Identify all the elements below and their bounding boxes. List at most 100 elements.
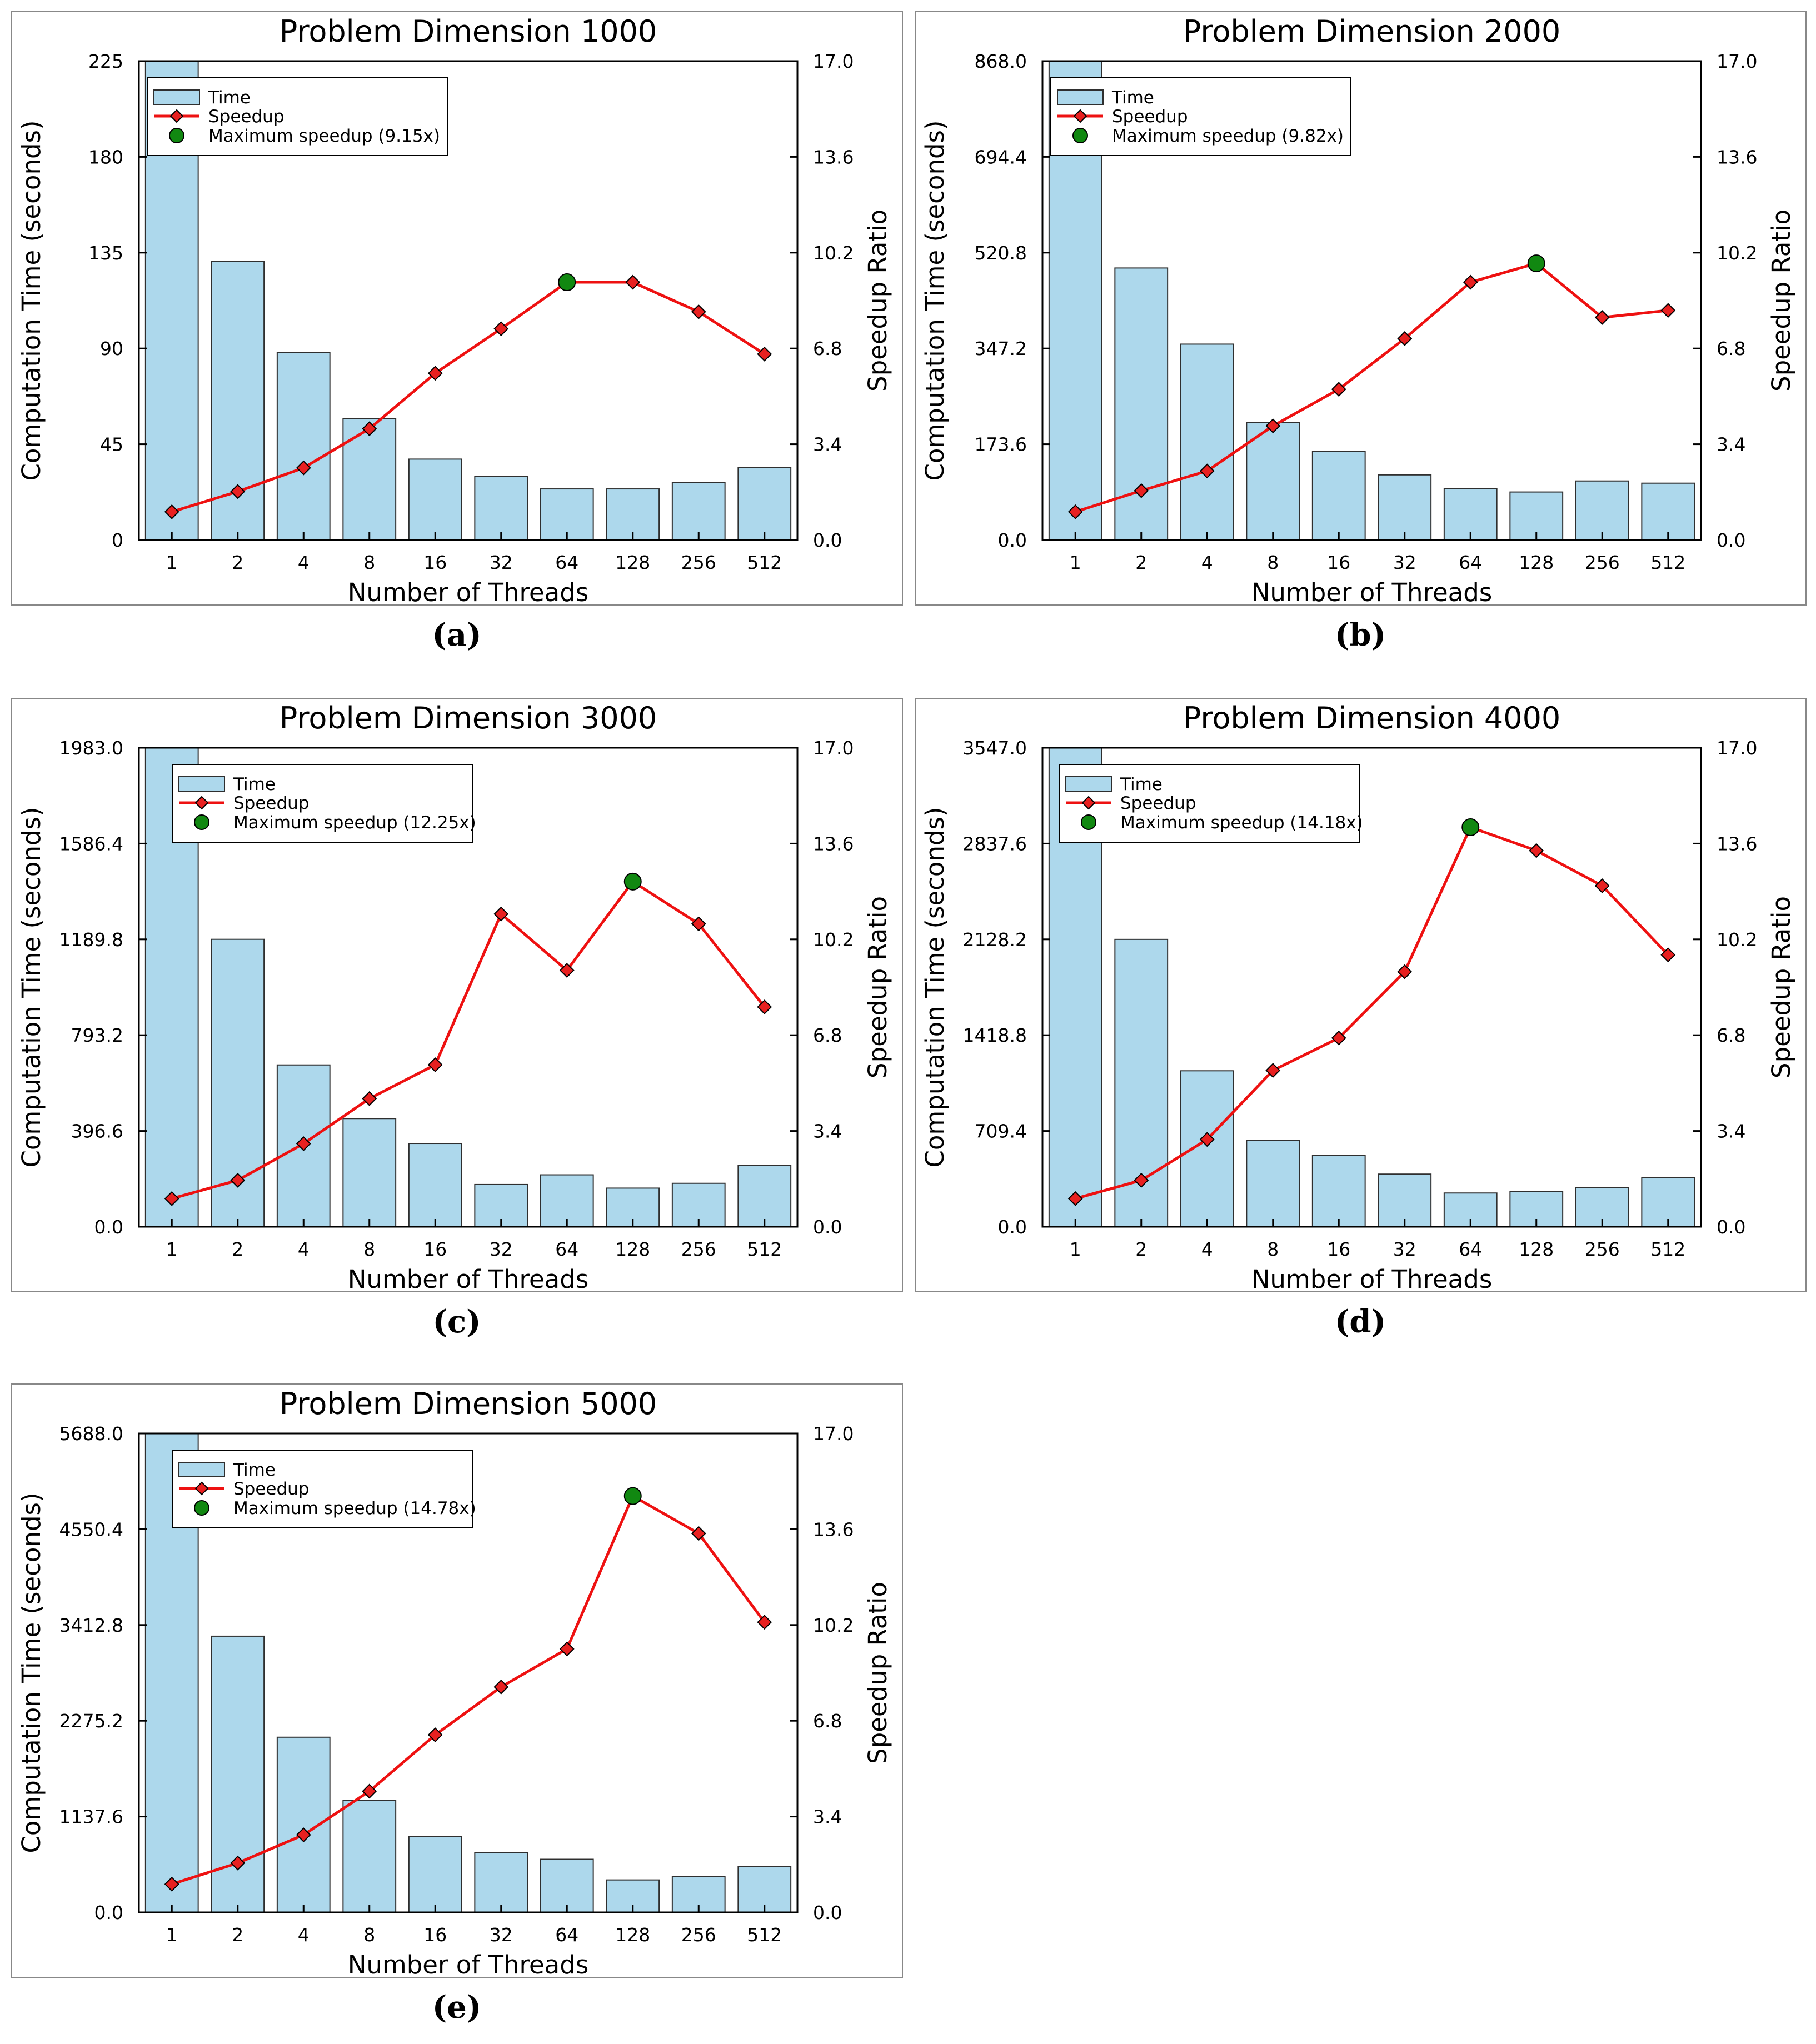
y-tick-label: 1189.8: [59, 929, 123, 951]
time-bar-256: [671, 482, 726, 541]
speedup-point-512: [757, 1615, 772, 1630]
x-tick-label-1: 1: [1070, 1238, 1081, 1260]
y2-axis-label: Speedup Ratio: [863, 209, 892, 392]
speedup-line: [171, 281, 766, 513]
time-bar-16: [408, 458, 462, 541]
y2-axis-label: Speedup Ratio: [1767, 896, 1796, 1078]
speedup-line: [171, 880, 766, 1200]
x-tick-label-16: 16: [423, 552, 447, 573]
speedup-point-512: [757, 999, 772, 1014]
legend-max-marker: [194, 1500, 209, 1516]
chart-panel-b: Problem Dimension 2000 0.0 173.6 347.2 520.8…: [915, 11, 1807, 606]
speedup-point-32: [1397, 331, 1413, 346]
y-tick-label: 1586.4: [59, 833, 123, 854]
y-tick-label: 90: [100, 338, 123, 359]
x-tick-label-4: 4: [298, 1238, 310, 1260]
x-tick-label-32: 32: [490, 1238, 513, 1260]
speedup-point-2: [1134, 483, 1149, 498]
y2-tick-label: 6.8: [813, 1025, 842, 1046]
y-tick-label: 3412.8: [59, 1615, 123, 1636]
x-tick-label-256: 256: [681, 552, 716, 573]
x-tick-label-8: 8: [1267, 552, 1279, 573]
x-tick-label-4: 4: [1201, 552, 1213, 573]
time-bar-8: [342, 418, 397, 541]
speedup-point-1: [1067, 504, 1083, 519]
x-tick-label-32: 32: [1393, 552, 1416, 573]
speedup-point-32: [493, 906, 509, 922]
x-tick-label-512: 512: [747, 1924, 782, 1946]
y-tick-label: 868.0: [975, 51, 1027, 72]
y2-tick-label: 6.8: [813, 1710, 842, 1732]
y-axis-label: Computation Time (seconds): [17, 807, 46, 1167]
y2-tick-label: 6.8: [1717, 1025, 1745, 1046]
y-tick-label: 396.6: [71, 1121, 123, 1142]
y2-tick-label: 3.4: [813, 1121, 842, 1142]
x-tick-label-512: 512: [747, 1238, 782, 1260]
x-axis-label: Number of Threads: [348, 578, 589, 606]
y-tick-label: 180: [88, 146, 123, 168]
x-tick-label-16: 16: [423, 1238, 447, 1260]
legend-max-label: Maximum speedup (9.15x): [208, 126, 440, 146]
time-bar-32: [474, 1852, 528, 1913]
y-tick-label: 3547.0: [963, 737, 1027, 759]
x-tick-label-16: 16: [1327, 552, 1350, 573]
y-axis-label: Computation Time (seconds): [17, 120, 46, 481]
y-tick-label: 45: [100, 434, 123, 456]
speedup-point-2: [230, 484, 246, 499]
legend-speedup-label: Speedup: [208, 107, 285, 127]
speedup-point-4: [296, 1136, 311, 1151]
y-axis-label: Computation Time (seconds): [920, 120, 950, 481]
x-tick-label-256: 256: [681, 1238, 716, 1260]
speedup-point-512: [1660, 947, 1676, 963]
legend-max-marker: [169, 128, 184, 143]
time-bar-512: [737, 467, 792, 541]
legend-time-swatch: [1065, 776, 1112, 792]
plot-area-frame: [138, 1432, 799, 1913]
x-tick-label-256: 256: [1585, 1238, 1620, 1260]
speedup-point-512: [1660, 303, 1676, 318]
chart-panel-a: Problem Dimension 1000 0 45 90 135 180 225 0.0 3…: [11, 11, 903, 606]
x-axis-label: Number of Threads: [348, 1950, 589, 1978]
y-tick-label: 0.0: [998, 1216, 1027, 1238]
y2-tick-label: 10.2: [813, 929, 854, 951]
chart-a-svg: Problem Dimension 1000 0 45 90 135 180 225 0.0 3…: [11, 11, 903, 606]
y-axis-label: Computation Time (seconds): [17, 1492, 46, 1853]
chart-panel-c: Problem Dimension 3000 0.0 396.6 793.2 1189.…: [11, 698, 903, 1292]
y-tick-label: 5688.0: [59, 1423, 123, 1445]
time-bar-16: [408, 1143, 462, 1228]
speedup-point-2: [230, 1855, 246, 1871]
y2-axis-label: Speedup Ratio: [863, 1582, 892, 1764]
y-tick-label: 1983.0: [59, 737, 123, 759]
speedup-point-8: [362, 1783, 377, 1799]
speedup-point-2: [230, 1172, 246, 1188]
x-tick-label-2: 2: [232, 552, 243, 573]
plot-area-frame: [138, 747, 799, 1228]
x-tick-label-512: 512: [1650, 552, 1685, 573]
chart-b-svg: Problem Dimension 2000 0.0 173.6 347.2 520.8…: [915, 11, 1807, 606]
speedup-point-32: [493, 1679, 509, 1695]
legend-time-swatch: [178, 1462, 225, 1477]
y2-tick-label: 6.8: [813, 338, 842, 359]
y2-tick-label: 0.0: [1717, 529, 1745, 551]
caption-c: (c): [432, 1303, 481, 1340]
speedup-point-8: [1265, 1063, 1281, 1078]
legend-max-label: Maximum speedup (12.25x): [233, 813, 476, 833]
max-speedup-point: [1461, 818, 1480, 836]
y2-tick-label: 0.0: [813, 1902, 842, 1923]
y-tick-label: 1418.8: [963, 1025, 1027, 1046]
speedup-point-1: [164, 504, 179, 519]
caption-b: (b): [1334, 617, 1386, 653]
speedup-point-64: [559, 963, 575, 978]
max-speedup-point: [1527, 254, 1545, 273]
y-tick-label: 793.2: [71, 1025, 123, 1046]
x-tick-label-2: 2: [1135, 1238, 1147, 1260]
x-tick-label-128: 128: [615, 552, 650, 573]
y2-tick-label: 13.6: [1717, 146, 1757, 168]
y-tick-label: 1137.6: [59, 1806, 123, 1828]
speedup-point-128: [1529, 843, 1544, 858]
speedup-point-256: [691, 916, 706, 932]
max-speedup-point: [623, 872, 642, 891]
x-tick-label-128: 128: [1519, 1238, 1554, 1260]
speedup-point-256: [1594, 310, 1610, 325]
y-tick-label: 2128.2: [963, 929, 1027, 951]
